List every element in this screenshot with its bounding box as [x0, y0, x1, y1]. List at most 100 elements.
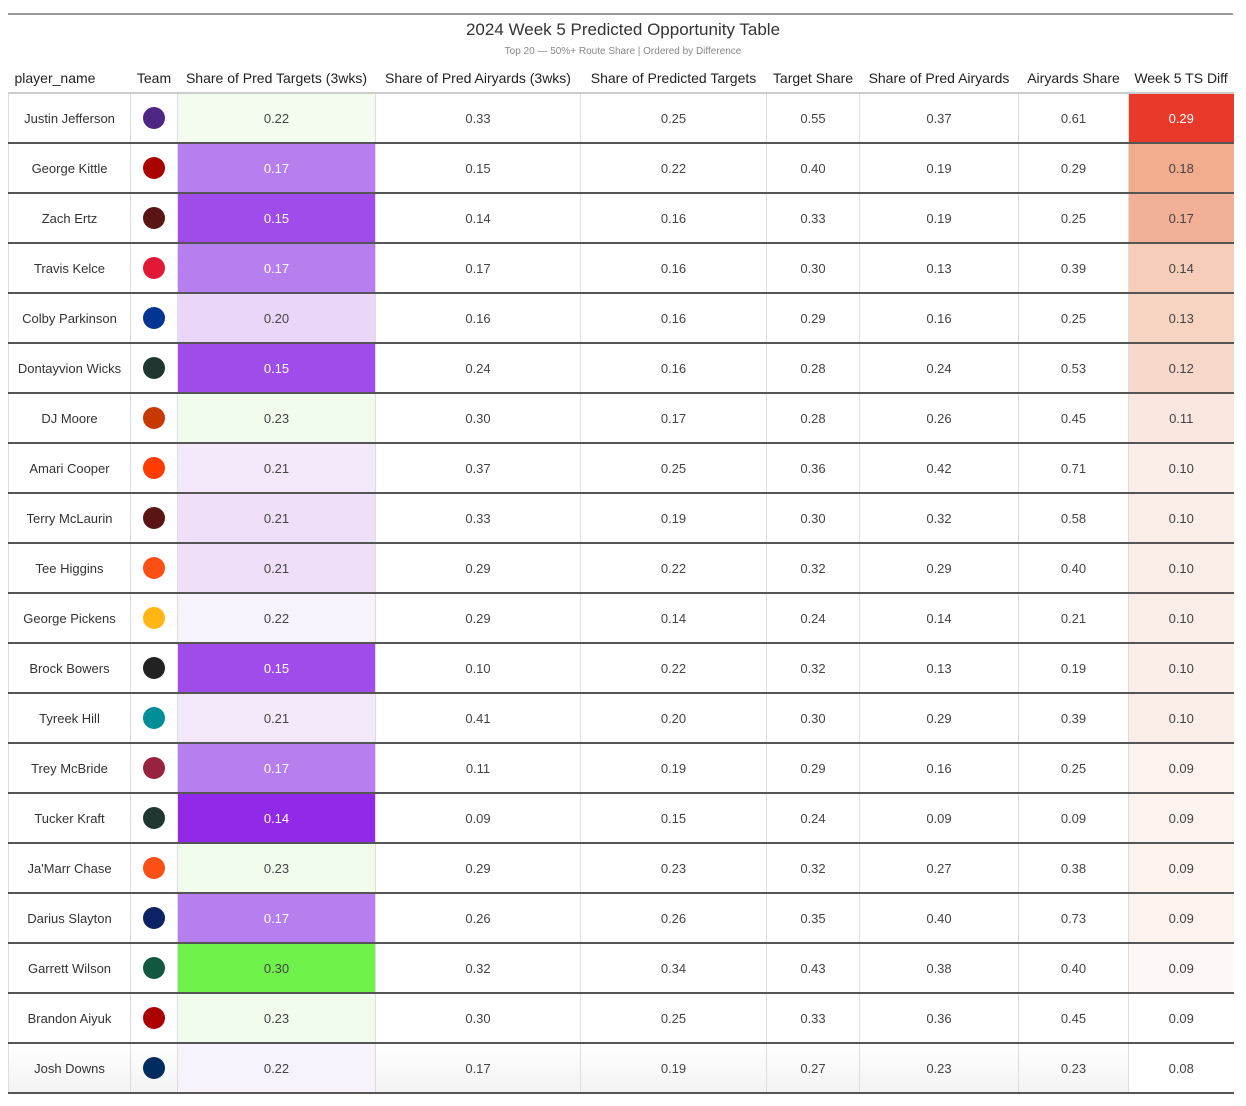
value-cell: 0.27	[859, 843, 1019, 894]
value-cell: 0.38	[1018, 843, 1129, 894]
browns-logo-icon	[143, 457, 165, 479]
team-cell	[130, 543, 178, 594]
table-row: Amari Cooper 0.21 0.37 0.25 0.36 0.42 0.71 0.10	[8, 443, 1234, 494]
value-cell: 0.28	[766, 393, 860, 444]
value-cell: 0.30	[375, 393, 581, 444]
value-cell: 0.09	[1128, 943, 1234, 994]
value-cell: 0.19	[580, 743, 767, 794]
value-cell: 0.10	[1128, 493, 1234, 544]
value-cell: 0.14	[375, 193, 581, 244]
table-row: Dontayvion Wicks 0.15 0.24 0.16 0.28 0.24 0.53…	[8, 343, 1234, 394]
value-cell: 0.24	[766, 793, 860, 844]
value-cell: 0.10	[375, 643, 581, 694]
value-cell: 0.29	[375, 843, 581, 894]
player-name: Travis Kelce	[8, 243, 131, 294]
commanders-logo-icon	[143, 207, 165, 229]
value-cell: 0.09	[1128, 743, 1234, 794]
value-cell: 0.41	[375, 693, 581, 744]
value-cell: 0.29	[1128, 93, 1234, 144]
table-row: Trey McBride 0.17 0.11 0.19 0.29 0.16 0.25 0.09	[8, 743, 1234, 794]
team-cell	[130, 893, 178, 944]
value-cell: 0.20	[177, 293, 376, 344]
value-cell: 0.29	[766, 293, 860, 344]
value-cell: 0.11	[1128, 393, 1234, 444]
team-cell	[130, 1043, 178, 1094]
value-cell: 0.18	[1128, 143, 1234, 194]
value-cell: 0.24	[766, 593, 860, 644]
value-cell: 0.20	[580, 693, 767, 744]
value-cell: 0.29	[375, 543, 581, 594]
player-name: George Kittle	[8, 143, 131, 194]
team-cell	[130, 843, 178, 894]
column-header[interactable]: Share of Pred Airyards (3wks)	[375, 64, 581, 94]
value-cell: 0.26	[859, 393, 1019, 444]
table-row: Josh Downs 0.22 0.17 0.19 0.27 0.23 0.23 0.08	[8, 1043, 1234, 1094]
value-cell: 0.33	[766, 193, 860, 244]
value-cell: 0.39	[1018, 693, 1129, 744]
value-cell: 0.19	[580, 493, 767, 544]
column-header[interactable]: Target Share	[766, 64, 860, 94]
value-cell: 0.09	[375, 793, 581, 844]
player-name: Terry McLaurin	[8, 493, 131, 544]
column-header[interactable]: Week 5 TS Diff	[1128, 64, 1234, 94]
player-name: Dontayvion Wicks	[8, 343, 131, 394]
value-cell: 0.38	[859, 943, 1019, 994]
value-cell: 0.22	[580, 543, 767, 594]
player-name: Amari Cooper	[8, 443, 131, 494]
table-body: Justin Jefferson 0.22 0.33 0.25 0.55 0.37 0.61…	[8, 93, 1234, 1094]
value-cell: 0.30	[766, 243, 860, 294]
value-cell: 0.23	[177, 843, 376, 894]
value-cell: 0.08	[1128, 1043, 1234, 1094]
value-cell: 0.25	[580, 93, 767, 144]
column-header[interactable]: Share of Pred Airyards	[859, 64, 1019, 94]
value-cell: 0.15	[375, 143, 581, 194]
team-cell	[130, 593, 178, 644]
value-cell: 0.15	[580, 793, 767, 844]
player-name: Ja'Marr Chase	[8, 843, 131, 894]
value-cell: 0.15	[177, 643, 376, 694]
value-cell: 0.17	[177, 743, 376, 794]
value-cell: 0.19	[1018, 643, 1129, 694]
team-cell	[130, 643, 178, 694]
column-header[interactable]: Share of Pred Targets (3wks)	[177, 64, 376, 94]
value-cell: 0.32	[766, 843, 860, 894]
value-cell: 0.22	[580, 643, 767, 694]
value-cell: 0.10	[1128, 593, 1234, 644]
value-cell: 0.10	[1128, 693, 1234, 744]
value-cell: 0.21	[177, 493, 376, 544]
value-cell: 0.22	[177, 593, 376, 644]
value-cell: 0.23	[177, 393, 376, 444]
player-name: George Pickens	[8, 593, 131, 644]
value-cell: 0.22	[177, 93, 376, 144]
dolphins-logo-icon	[143, 707, 165, 729]
value-cell: 0.22	[177, 1043, 376, 1094]
value-cell: 0.17	[1128, 193, 1234, 244]
team-cell	[130, 993, 178, 1044]
value-cell: 0.17	[177, 243, 376, 294]
value-cell: 0.10	[1128, 643, 1234, 694]
value-cell: 0.25	[1018, 743, 1129, 794]
table-row: Travis Kelce 0.17 0.17 0.16 0.30 0.13 0.39 0.14	[8, 243, 1234, 294]
column-header[interactable]: Airyards Share	[1018, 64, 1129, 94]
value-cell: 0.22	[580, 143, 767, 194]
column-header[interactable]: Share of Predicted Targets	[580, 64, 767, 94]
value-cell: 0.40	[859, 893, 1019, 944]
column-header[interactable]: Team	[130, 64, 178, 94]
table-row: Brandon Aiyuk 0.23 0.30 0.25 0.33 0.36 0.45 0.0…	[8, 993, 1234, 1044]
team-cell	[130, 393, 178, 444]
player-name: Tee Higgins	[8, 543, 131, 594]
value-cell: 0.30	[177, 943, 376, 994]
table-row: Zach Ertz 0.15 0.14 0.16 0.33 0.19 0.25 0.17	[8, 193, 1234, 244]
chiefs-logo-icon	[143, 257, 165, 279]
table-row: Brock Bowers 0.15 0.10 0.22 0.32 0.13 0.19 0.10	[8, 643, 1234, 694]
table-subtitle: Top 20 — 50%+ Route Share | Ordered by D…	[504, 46, 742, 57]
team-cell	[130, 493, 178, 544]
value-cell: 0.13	[859, 643, 1019, 694]
value-cell: 0.17	[580, 393, 767, 444]
vikings-logo-icon	[143, 107, 165, 129]
column-header[interactable]: player_name	[8, 64, 131, 94]
value-cell: 0.40	[766, 143, 860, 194]
jets-logo-icon	[143, 957, 165, 979]
value-cell: 0.53	[1018, 343, 1129, 394]
value-cell: 0.17	[375, 243, 581, 294]
